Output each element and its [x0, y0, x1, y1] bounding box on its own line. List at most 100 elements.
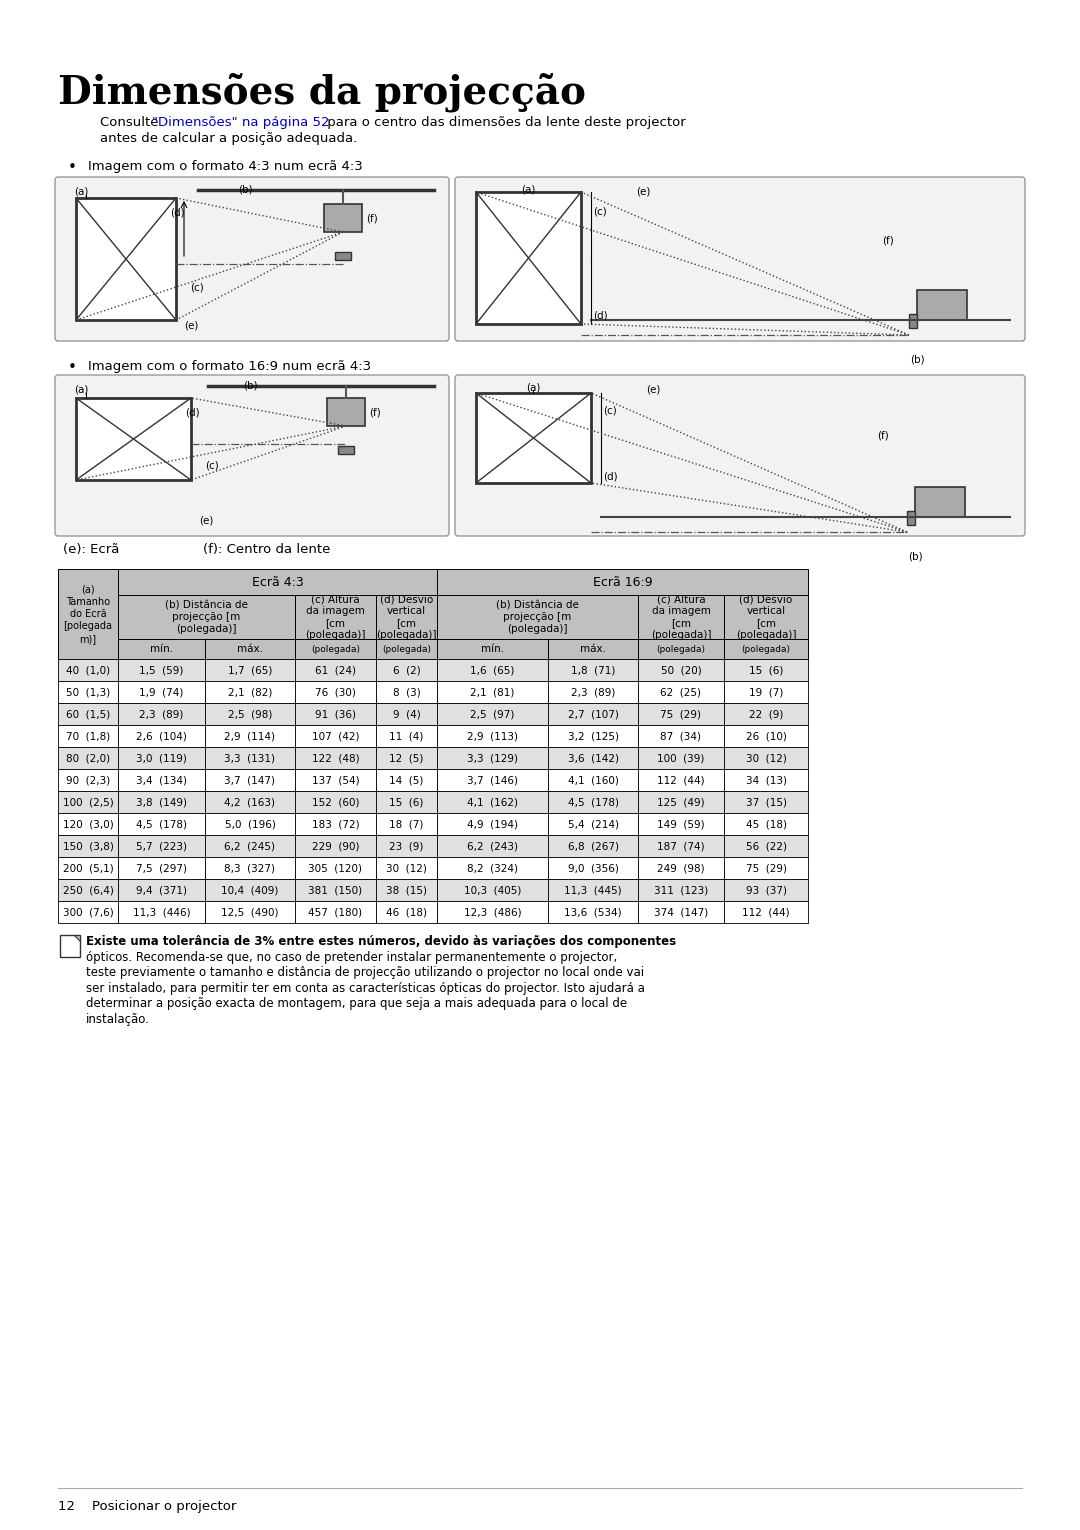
Text: 12,5  (490): 12,5 (490)	[221, 907, 279, 916]
Text: 56  (22): 56 (22)	[745, 842, 786, 851]
Bar	[638, 747, 724, 770]
Text: 100  (39): 100 (39)	[658, 753, 704, 763]
Text: 200  (5,1): 200 (5,1)	[63, 863, 113, 874]
Bar	[548, 659, 638, 681]
Text: 112  (44): 112 (44)	[658, 776, 705, 785]
Text: 8,2  (324): 8,2 (324)	[467, 863, 518, 874]
Text: 112  (44): 112 (44)	[742, 907, 789, 916]
Text: 1,6  (65): 1,6 (65)	[470, 666, 515, 675]
Text: (f): (f)	[369, 407, 381, 418]
Text: (f): (f)	[366, 213, 378, 223]
Bar	[205, 640, 295, 659]
Bar	[437, 569, 808, 595]
Text: 1,7  (65): 1,7 (65)	[228, 666, 272, 675]
Bar	[437, 901, 548, 923]
Text: (d) Desvio
vertical
[cm
(polegada)]: (d) Desvio vertical [cm (polegada)]	[735, 594, 796, 640]
Text: (c) Altura
da imagem
[cm
(polegada)]: (c) Altura da imagem [cm (polegada)]	[306, 594, 366, 640]
Text: máx.: máx.	[580, 644, 606, 653]
Text: (polegada): (polegada)	[311, 644, 360, 653]
Text: 120  (3,0): 120 (3,0)	[63, 819, 113, 829]
Bar	[638, 702, 724, 725]
Text: 34  (13): 34 (13)	[745, 776, 786, 785]
Text: Imagem com o formato 4:3 num ecrã 4:3: Imagem com o formato 4:3 num ecrã 4:3	[87, 161, 363, 173]
Text: 3,8  (149): 3,8 (149)	[136, 797, 187, 806]
Bar	[724, 857, 808, 880]
Bar	[118, 835, 205, 857]
Text: 76  (30): 76 (30)	[315, 687, 356, 698]
Text: 5,0  (196): 5,0 (196)	[225, 819, 275, 829]
Text: 11,3  (446): 11,3 (446)	[133, 907, 190, 916]
Bar	[295, 770, 376, 791]
Bar	[376, 812, 437, 835]
Text: 60  (1,5): 60 (1,5)	[66, 708, 110, 719]
Text: 50  (20): 50 (20)	[661, 666, 701, 675]
Text: determinar a posição exacta de montagem, para que seja a mais adequada para o lo: determinar a posição exacta de montagem,…	[86, 998, 627, 1010]
Bar	[205, 791, 295, 812]
Bar	[907, 511, 915, 525]
Polygon shape	[75, 935, 80, 941]
Bar	[724, 595, 808, 640]
Text: 2,9  (114): 2,9 (114)	[225, 731, 275, 741]
Text: 7,5  (297): 7,5 (297)	[136, 863, 187, 874]
Text: (d): (d)	[170, 207, 185, 217]
Text: (polegada): (polegada)	[657, 644, 705, 653]
Bar	[724, 880, 808, 901]
Text: 107  (42): 107 (42)	[312, 731, 360, 741]
Text: Dimensões da projecção: Dimensões da projecção	[58, 72, 586, 112]
Bar	[327, 398, 365, 425]
Bar	[58, 901, 118, 923]
FancyBboxPatch shape	[455, 375, 1025, 536]
Text: 2,7  (107): 2,7 (107)	[568, 708, 619, 719]
Bar	[295, 812, 376, 835]
Text: 91  (36): 91 (36)	[315, 708, 356, 719]
Bar	[118, 791, 205, 812]
Text: 4,9  (194): 4,9 (194)	[467, 819, 518, 829]
Text: 2,9  (113): 2,9 (113)	[467, 731, 518, 741]
Bar	[548, 880, 638, 901]
Bar	[638, 659, 724, 681]
Bar	[205, 747, 295, 770]
Bar	[548, 835, 638, 857]
Text: 3,0  (119): 3,0 (119)	[136, 753, 187, 763]
Text: (b): (b)	[238, 184, 253, 194]
Text: (e): Ecrã: (e): Ecrã	[63, 543, 120, 555]
Bar	[58, 812, 118, 835]
Bar	[295, 595, 376, 640]
Bar	[724, 747, 808, 770]
Text: ser instalado, para permitir ter em conta as características ópticas do projecto: ser instalado, para permitir ter em cont…	[86, 982, 645, 994]
Bar	[437, 659, 548, 681]
Bar	[724, 725, 808, 747]
Bar	[324, 203, 362, 233]
Bar	[58, 791, 118, 812]
Bar	[376, 702, 437, 725]
Bar	[917, 291, 967, 320]
Text: 15  (6): 15 (6)	[748, 666, 783, 675]
Text: 15  (6): 15 (6)	[389, 797, 423, 806]
Text: 6  (2): 6 (2)	[393, 666, 420, 675]
Text: 152  (60): 152 (60)	[312, 797, 360, 806]
Text: 4,1  (160): 4,1 (160)	[568, 776, 619, 785]
Bar	[118, 901, 205, 923]
Bar	[548, 791, 638, 812]
Bar	[295, 747, 376, 770]
Bar	[205, 681, 295, 702]
Text: 14  (5): 14 (5)	[389, 776, 423, 785]
Text: 12    Posicionar o projector: 12 Posicionar o projector	[58, 1499, 237, 1513]
Text: •: •	[68, 161, 77, 174]
Text: Consulte: Consulte	[100, 116, 163, 129]
Bar	[118, 880, 205, 901]
Bar	[205, 812, 295, 835]
Bar	[724, 770, 808, 791]
Text: Ecrã 4:3: Ecrã 4:3	[252, 575, 303, 589]
Text: 38  (15): 38 (15)	[386, 884, 427, 895]
Text: 18  (7): 18 (7)	[389, 819, 423, 829]
Text: 3,3  (131): 3,3 (131)	[225, 753, 275, 763]
Bar	[638, 595, 724, 640]
Text: 8  (3): 8 (3)	[393, 687, 420, 698]
Bar	[548, 747, 638, 770]
Bar	[295, 791, 376, 812]
Text: 22  (9): 22 (9)	[748, 708, 783, 719]
Bar	[58, 835, 118, 857]
Bar	[638, 812, 724, 835]
Text: 5,7  (223): 5,7 (223)	[136, 842, 187, 851]
